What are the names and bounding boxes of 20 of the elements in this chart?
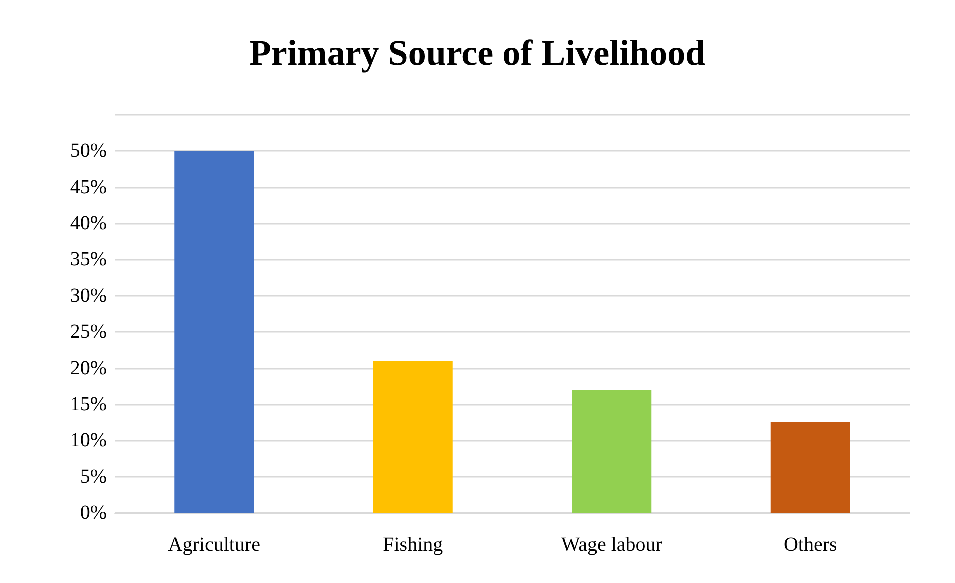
x-tick-label: Wage labour — [561, 534, 663, 556]
chart-title: Primary Source of Livelihood — [249, 33, 706, 73]
y-tick-label: 50% — [70, 140, 107, 162]
y-tick-label: 10% — [70, 430, 107, 452]
y-tick-label: 20% — [70, 357, 107, 380]
y-tick-label: 35% — [70, 248, 107, 271]
bar — [572, 390, 652, 513]
bar — [770, 422, 850, 513]
y-tick-label: 15% — [70, 393, 107, 416]
y-tick-label: 40% — [70, 212, 107, 235]
y-tick-label: 30% — [70, 284, 107, 307]
x-tick-label: Others — [784, 534, 838, 556]
x-tick-label: Agriculture — [168, 534, 261, 556]
bar — [174, 151, 254, 513]
y-tick-label: 45% — [70, 176, 107, 198]
y-tick-label: 5% — [80, 466, 107, 488]
x-tick-label: Fishing — [383, 534, 444, 556]
bar — [373, 361, 453, 513]
y-tick-label: 0% — [80, 502, 107, 524]
y-tick-label: 25% — [70, 321, 107, 344]
